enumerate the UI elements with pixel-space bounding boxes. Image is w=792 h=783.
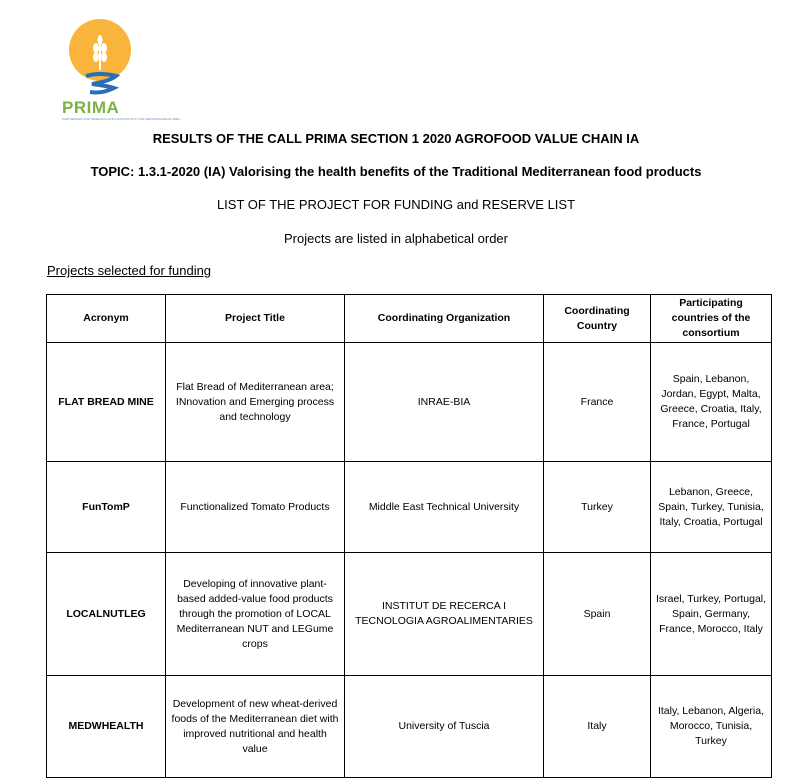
project-title: Developing of innovative plant-based add…	[165, 552, 345, 676]
project-title: Functionalized Tomato Products	[165, 461, 345, 553]
project-title: Development of new wheat-derived foods o…	[165, 675, 345, 778]
table-header: Acronym Project Title Coordinating Organ…	[46, 294, 772, 343]
participants: Lebanon, Greece, Spain, Turkey, Tunisia,…	[650, 461, 772, 553]
acronym: FunTomP	[46, 461, 166, 553]
organization: University of Tuscia	[344, 675, 544, 778]
organization: INRAE-BIA	[344, 342, 544, 462]
prima-logo	[69, 19, 131, 95]
participants: Italy, Lebanon, Algeria, Morocco, Tunisi…	[650, 675, 772, 778]
organization: INSTITUT DE RECERCA I TECNOLOGIA AGROALI…	[344, 552, 544, 676]
wave-icon	[85, 72, 121, 95]
list-title: LIST OF THE PROJECT FOR FUNDING and RESE…	[216, 197, 576, 212]
header-acronym: Acronym	[46, 294, 166, 343]
acronym: MEDWHEALTH	[46, 675, 166, 778]
table-row: FLAT BREAD MINE Flat Bread of Mediterran…	[46, 342, 772, 462]
participants: Israel, Turkey, Portugal, Spain, Germany…	[650, 552, 772, 676]
project-title: Flat Bread of Mediterranean area; INnova…	[165, 342, 345, 462]
topic: TOPIC: 1.3.1-2020 (IA) Valorising the he…	[90, 164, 702, 179]
country: Italy	[543, 675, 651, 778]
table-row: MEDWHEALTH Development of new wheat-deri…	[46, 675, 772, 778]
table-row: FunTomP Functionalized Tomato Products M…	[46, 461, 772, 553]
page-heading: RESULTS OF THE CALL PRIMA SECTION 1 2020…	[152, 131, 640, 146]
projects-table: Acronym Project Title Coordinating Organ…	[46, 294, 772, 778]
country: Spain	[543, 552, 651, 676]
section-label: Projects selected for funding	[47, 263, 212, 278]
wheat-icon	[93, 35, 107, 70]
acronym: FLAT BREAD MINE	[46, 342, 166, 462]
logo-tagline: PARTNERSHIP FOR RESEARCH AND INNOVATION …	[62, 117, 181, 121]
header-organization: Coordinating Organization	[344, 294, 544, 343]
participants: Spain, Lebanon, Jordan, Egypt, Malta, Gr…	[650, 342, 772, 462]
country: Turkey	[543, 461, 651, 553]
acronym: LOCALNUTLEG	[46, 552, 166, 676]
organization: Middle East Technical University	[344, 461, 544, 553]
country: France	[543, 342, 651, 462]
header-participants: Participating countries of the consortiu…	[650, 294, 772, 343]
order-note: Projects are listed in alphabetical orde…	[283, 231, 508, 246]
header-country: Coordinating Country	[543, 294, 651, 343]
header-title: Project Title	[165, 294, 345, 343]
logo-text: PRIMA	[62, 98, 120, 117]
table-row: LOCALNUTLEG Developing of innovative pla…	[46, 552, 772, 676]
